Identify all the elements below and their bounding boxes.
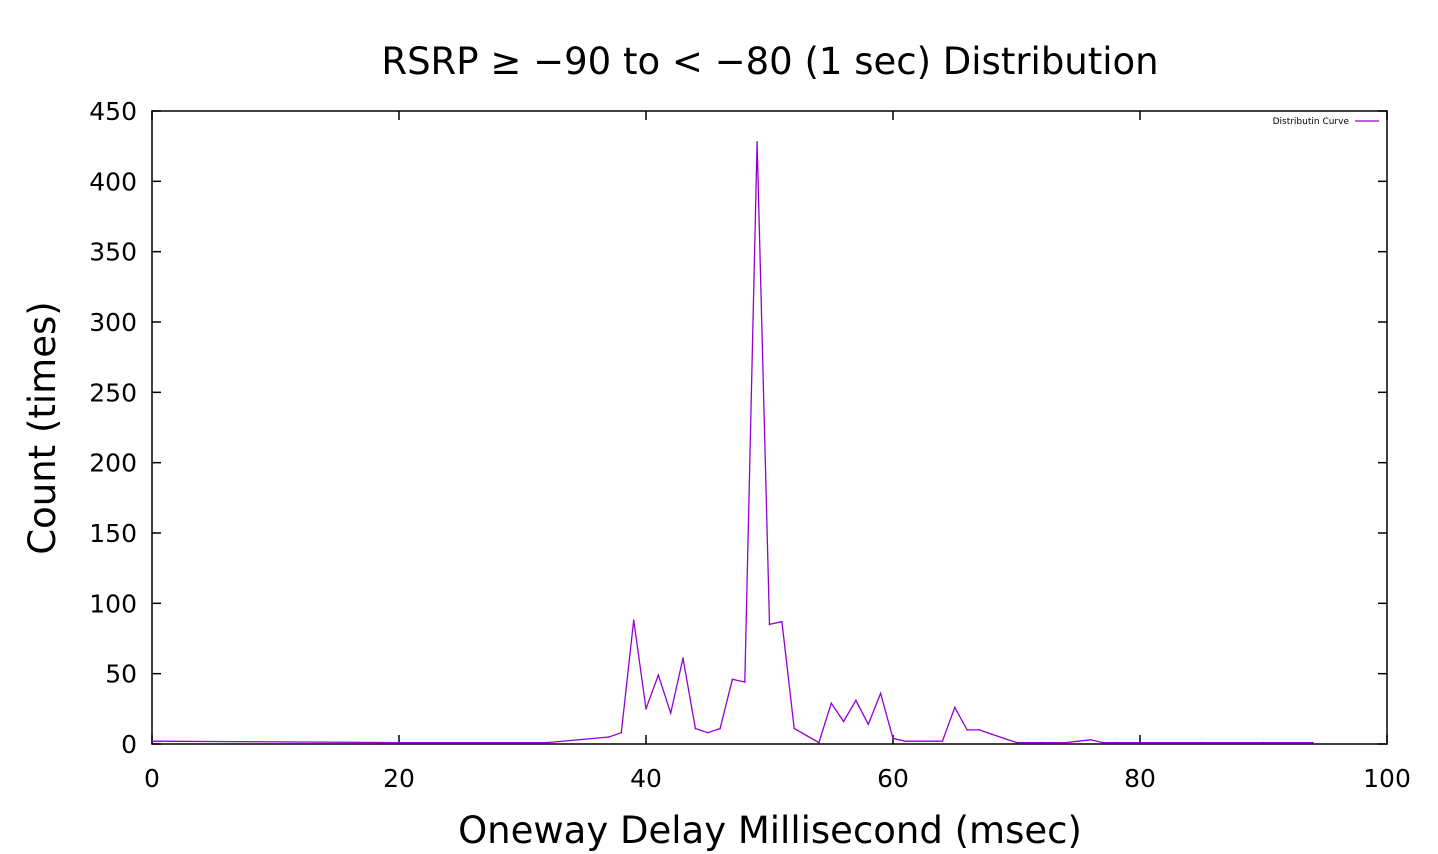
data-point [694, 727, 697, 730]
data-point [916, 740, 919, 742]
data-point [1114, 741, 1117, 744]
data-point [1139, 741, 1141, 744]
x-tick-label: 80 [1124, 764, 1156, 793]
x-axis-label: Oneway Delay Millisecond (msec) [458, 809, 1082, 852]
data-point [1312, 741, 1314, 744]
data-point [1003, 737, 1005, 740]
data-point [1102, 741, 1104, 744]
data-point [719, 727, 721, 730]
y-tick-label: 150 [89, 519, 137, 548]
data-point [1089, 738, 1092, 741]
y-axis: 0 50 100 150 200 250 300 350 400 450 [89, 97, 1387, 759]
y-tick-label: 50 [105, 660, 137, 689]
data-point [978, 729, 981, 731]
data-point [756, 141, 758, 143]
data-point [991, 733, 993, 735]
x-tick-label: 0 [144, 764, 160, 793]
data-point [706, 731, 709, 734]
data-point [1262, 741, 1265, 744]
data-point [929, 740, 931, 742]
data-point [904, 740, 907, 742]
data-point [855, 699, 857, 702]
x-axis: 0 20 40 60 80 100 [144, 111, 1411, 793]
data-point [682, 657, 684, 659]
data-point [398, 741, 400, 744]
plot-frame [151, 110, 1388, 745]
data-point [793, 727, 795, 730]
data-point [620, 731, 623, 734]
y-tick-label: 0 [121, 730, 137, 759]
data-point [669, 712, 672, 714]
chart-title: RSRP ≥ −90 to < −80 (1 sec) Distribution [381, 40, 1158, 83]
data-point [818, 741, 820, 744]
data-point [879, 692, 882, 695]
x-tick-label: 40 [630, 764, 662, 793]
distribution-curve-line [151, 141, 1313, 744]
data-point [1077, 740, 1080, 742]
data-point [657, 674, 660, 676]
y-tick-label: 350 [89, 238, 137, 267]
y-tick-label: 200 [89, 449, 137, 478]
data-point [830, 702, 833, 705]
data-point [608, 736, 610, 738]
data-point [941, 740, 944, 742]
data-point [632, 619, 635, 622]
data-point [1028, 741, 1030, 744]
data-point [1040, 741, 1042, 744]
data-point [953, 706, 956, 709]
data-point [867, 723, 870, 726]
y-tick-label: 300 [89, 308, 137, 337]
data-point [768, 623, 771, 626]
legend: Distributin Curve [1273, 117, 1379, 127]
x-tick-label: 100 [1363, 764, 1411, 793]
y-tick-label: 250 [89, 378, 137, 407]
data-point [731, 678, 734, 681]
data-point [1052, 741, 1055, 744]
data-point [805, 734, 808, 737]
y-tick-label: 400 [89, 167, 137, 196]
data-point [1015, 741, 1018, 744]
data-point [1200, 741, 1203, 744]
x-tick-label: 60 [877, 764, 909, 793]
data-point [842, 720, 845, 723]
y-axis-label: Count (times) [21, 301, 64, 554]
data-point [546, 741, 548, 744]
legend-label: Distributin Curve [1273, 117, 1350, 127]
data-point [966, 729, 968, 731]
data-point [151, 740, 153, 742]
data-point [892, 737, 894, 740]
data-point [744, 681, 746, 683]
data-point [781, 620, 783, 623]
y-tick-label: 450 [89, 97, 137, 126]
x-tick-label: 20 [383, 764, 415, 793]
data-point [1065, 741, 1067, 744]
data-point [645, 708, 647, 710]
y-tick-label: 100 [89, 589, 137, 618]
